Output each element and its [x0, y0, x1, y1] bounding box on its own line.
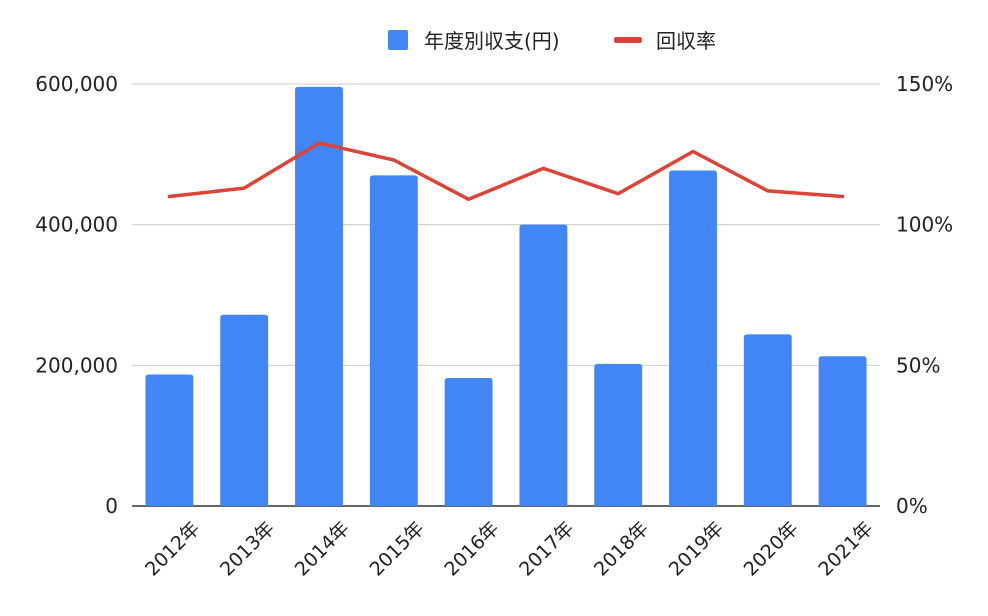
- legend-label-line: 回収率: [656, 29, 716, 53]
- bar-series: [145, 87, 866, 506]
- x-tick-label: 2014年: [291, 517, 354, 580]
- bar-2018年: [594, 364, 642, 506]
- legend-label-bar: 年度別収支(円): [424, 29, 560, 53]
- left-tick-label: 0: [105, 494, 118, 518]
- left-tick-label: 400,000: [35, 213, 118, 237]
- x-tick-label: 2017年: [515, 517, 578, 580]
- bar-2017年: [519, 225, 567, 506]
- right-tick-label: 150%: [896, 72, 953, 96]
- right-tick-label: 100%: [896, 213, 953, 237]
- x-tick-label: 2012年: [141, 517, 204, 580]
- right-axis: 0% 50% 100% 150%: [896, 72, 953, 518]
- bar-2021年: [819, 356, 867, 506]
- line-series: [169, 143, 842, 199]
- legend-swatch-bar: [388, 30, 408, 50]
- line-path: [169, 143, 842, 199]
- left-tick-label: 200,000: [35, 353, 118, 377]
- left-tick-label: 600,000: [35, 72, 118, 96]
- x-tick-label: 2019年: [665, 517, 728, 580]
- x-tick-label: 2016年: [440, 517, 503, 580]
- bar-2012年: [145, 374, 193, 506]
- bar-2015年: [370, 175, 418, 506]
- bar-2013年: [220, 315, 268, 506]
- bar-2019年: [669, 171, 717, 506]
- legend: 年度別収支(円) 回収率: [388, 29, 716, 53]
- legend-swatch-line: [614, 37, 642, 43]
- x-tick-label: 2021年: [814, 517, 877, 580]
- bar-2020年: [744, 334, 792, 506]
- x-tick-label: 2018年: [590, 517, 653, 580]
- right-tick-label: 0%: [896, 494, 928, 518]
- x-tick-label: 2013年: [216, 517, 279, 580]
- bar-2016年: [445, 378, 493, 506]
- bar-2014年: [295, 87, 343, 506]
- x-tick-label: 2015年: [366, 517, 429, 580]
- right-tick-label: 50%: [896, 353, 940, 377]
- x-tick-label: 2020年: [740, 517, 803, 580]
- left-axis: 0 200,000 400,000 600,000: [35, 72, 118, 518]
